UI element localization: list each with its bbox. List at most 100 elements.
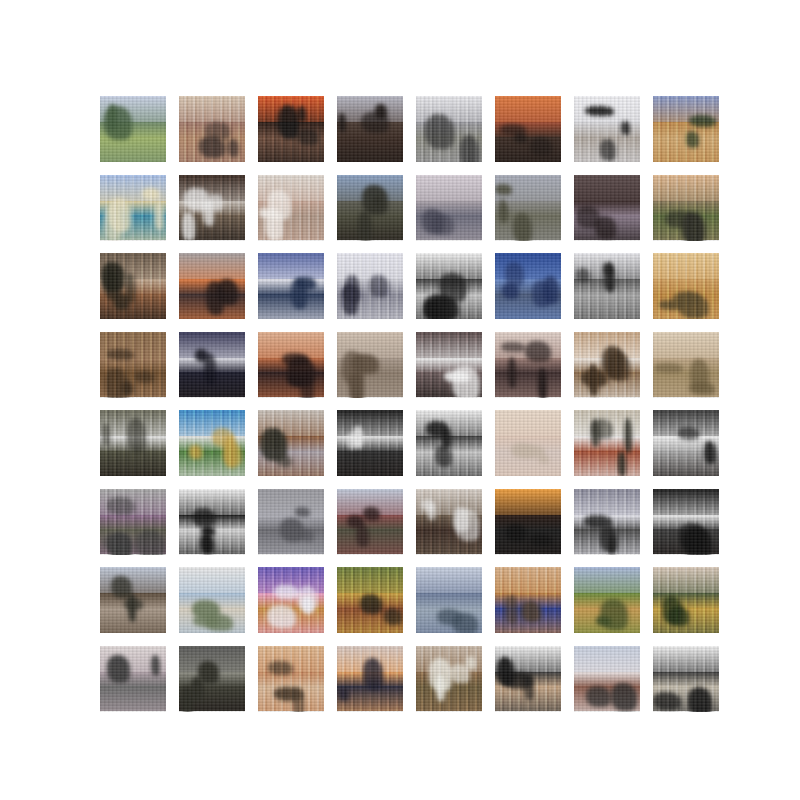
tile-sky-region — [416, 174, 482, 205]
generated-image-tile — [258, 567, 324, 633]
generated-image-tile — [258, 488, 324, 555]
tile-noise-texture — [179, 253, 245, 319]
tile-shape — [277, 455, 292, 467]
tile-sky-region — [495, 96, 561, 126]
tile-artifact-streaks — [337, 410, 403, 476]
tile-shape — [678, 427, 699, 440]
tile-artifact-streaks — [179, 410, 245, 476]
tile-shape — [104, 532, 132, 553]
tile-sky-region — [495, 567, 561, 597]
tile-shape — [460, 135, 479, 162]
tile-shape — [673, 292, 699, 307]
tile-shape — [346, 433, 358, 449]
tile-shape — [291, 278, 307, 309]
generated-image-tile — [179, 331, 245, 398]
tile-sky-region — [653, 567, 719, 597]
tile-shape — [360, 594, 382, 614]
tile-shape — [444, 370, 470, 382]
tile-shape — [338, 113, 346, 132]
tile-shape — [452, 613, 478, 633]
tile-noise-texture — [495, 331, 561, 398]
tile-shape — [511, 443, 533, 458]
tile-noise-texture — [416, 253, 482, 319]
tile-shape — [431, 213, 454, 235]
tile-shape — [142, 187, 160, 200]
tile-shape — [212, 428, 234, 447]
tile-shape — [223, 443, 242, 466]
tile-shape — [607, 351, 630, 381]
tile-artifact-streaks — [574, 96, 640, 162]
tile-artifact-streaks — [337, 253, 403, 319]
generated-image-tile — [416, 645, 482, 712]
tile-noise-texture — [100, 410, 166, 476]
tile-ground-region — [100, 450, 166, 476]
tile-shape — [280, 517, 304, 542]
tile-artifact-streaks — [179, 488, 245, 555]
tile-shape — [686, 131, 699, 148]
tile-shape — [505, 595, 518, 624]
tile-shape — [107, 348, 134, 360]
tile-noise-texture — [258, 567, 324, 633]
tile-noise-texture — [574, 488, 640, 555]
tile-sky-region — [179, 253, 245, 283]
generated-image-tile — [337, 488, 403, 555]
generated-image-tile — [179, 488, 245, 555]
tile-artifact-streaks — [258, 174, 324, 241]
generated-image-tile — [258, 96, 324, 162]
generated-image-tile — [416, 331, 482, 398]
tile-sky-region — [574, 488, 640, 519]
tile-shape — [298, 586, 317, 610]
tile-shape — [295, 506, 310, 517]
tile-shape — [435, 445, 452, 467]
generated-image-tile — [495, 410, 561, 476]
tile-shape — [688, 686, 712, 712]
tile-shape — [363, 506, 380, 521]
tile-shape — [514, 133, 527, 143]
tile-noise-texture — [574, 96, 640, 162]
tile-noise-texture — [653, 567, 719, 633]
tile-shape — [206, 281, 224, 315]
tile-noise-texture — [495, 645, 561, 712]
generated-image-tile — [258, 253, 324, 319]
tile-shape — [653, 691, 681, 710]
tile-ground-region — [574, 450, 640, 476]
generated-image-tile — [179, 174, 245, 241]
tile-sky-region — [416, 567, 482, 597]
tile-noise-texture — [653, 410, 719, 476]
tile-shape — [450, 663, 470, 683]
tile-noise-texture — [337, 253, 403, 319]
generated-image-tile — [574, 96, 640, 162]
tile-horizon-band — [100, 514, 166, 532]
tile-artifact-streaks — [179, 174, 245, 241]
tile-noise-texture — [258, 174, 324, 241]
generated-image-tile — [416, 96, 482, 162]
tile-shape — [538, 367, 547, 398]
tile-noise-texture — [337, 645, 403, 712]
tile-sky-region — [258, 488, 324, 519]
tile-noise-texture — [100, 567, 166, 633]
tile-ground-region — [416, 686, 482, 712]
generated-image-tile — [337, 253, 403, 319]
generated-image-tile — [574, 174, 640, 241]
tile-shape — [205, 122, 231, 140]
generated-image-tile — [574, 488, 640, 555]
generated-image-tile — [337, 410, 403, 476]
tile-noise-texture — [574, 331, 640, 398]
tile-shape — [363, 657, 383, 690]
generated-image-tile — [100, 96, 166, 162]
tile-sky-region — [574, 567, 640, 597]
generated-image-tile — [653, 331, 719, 398]
tile-shape — [201, 525, 215, 536]
tile-shape — [466, 655, 476, 670]
tile-shape — [585, 106, 614, 116]
tile-noise-texture — [495, 410, 561, 476]
tile-shape — [373, 195, 382, 207]
tile-shape — [591, 419, 600, 447]
tile-shape — [293, 686, 304, 712]
tile-noise-texture — [495, 96, 561, 162]
tile-noise-texture — [337, 331, 403, 398]
tile-artifact-streaks — [653, 645, 719, 712]
generated-image-tile — [337, 174, 403, 241]
tile-shape — [102, 423, 110, 446]
tile-shape — [269, 431, 283, 449]
